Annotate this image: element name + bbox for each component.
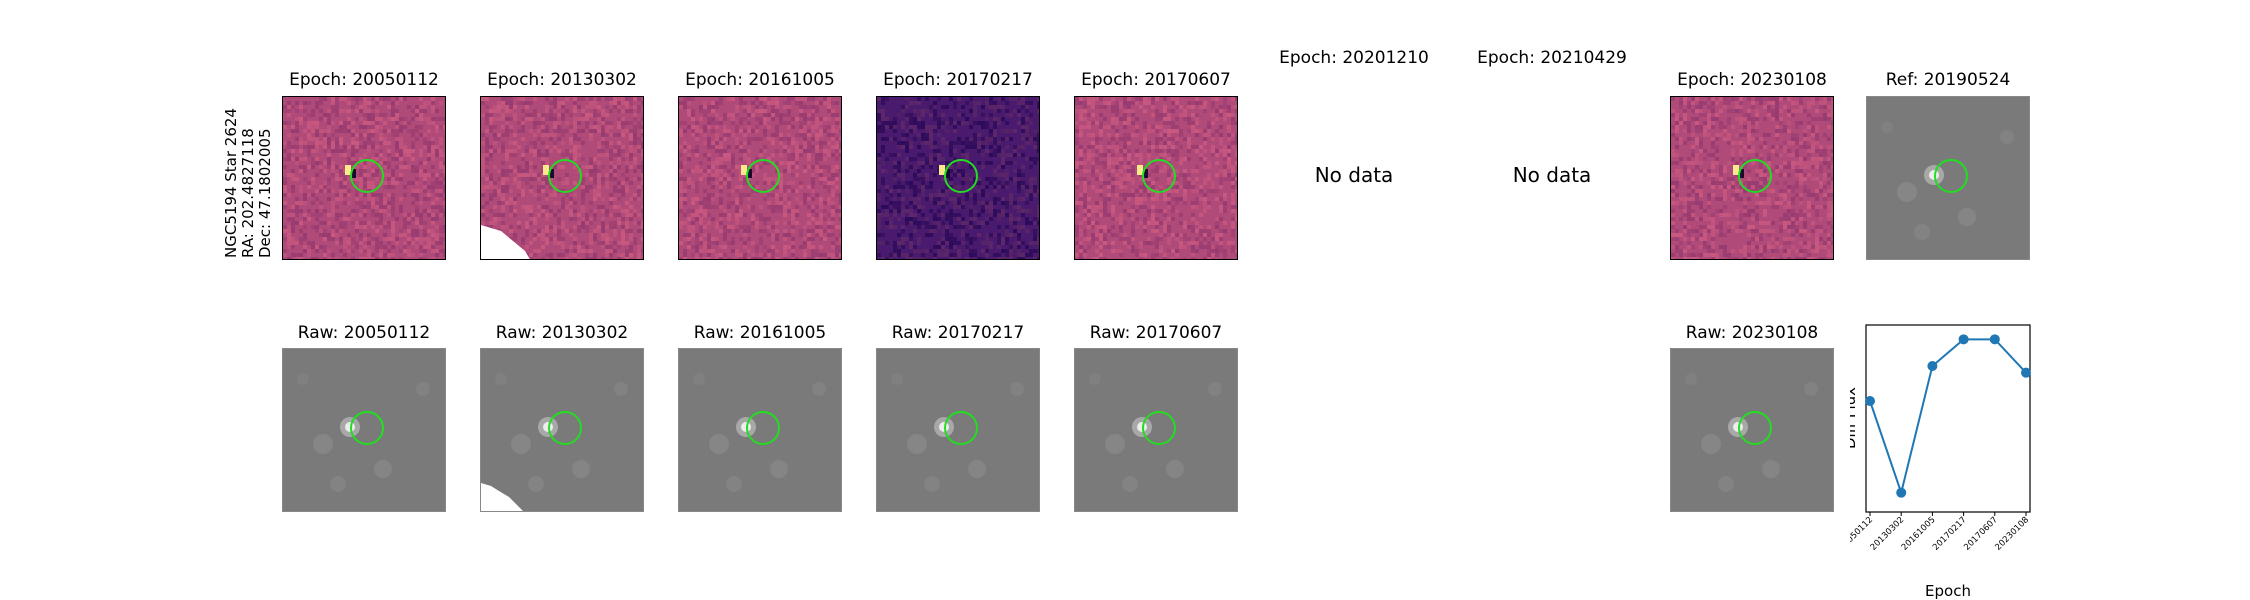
raw-image-1 [282, 348, 446, 512]
top-title-6: Epoch: 20201210 [1279, 48, 1429, 68]
data-point [1927, 361, 1938, 371]
plot-frame [1865, 324, 2031, 513]
raw-title-5: Raw: 20170607 [1089, 323, 1223, 343]
top-title-8: Epoch: 20230108 [1677, 70, 1827, 90]
raw-title-3: Raw: 20161005 [693, 323, 827, 343]
raw-title-4: Raw: 20170217 [891, 323, 1025, 343]
aperture-circle [1738, 411, 1772, 445]
aperture-circle [944, 411, 978, 445]
star-ra: RA: 202.4827118 [239, 128, 257, 258]
aperture-circle [1142, 411, 1176, 445]
aperture-circle [746, 159, 780, 193]
diff-image-8 [1670, 96, 1834, 260]
data-point [1896, 487, 1907, 498]
diff-image-4 [876, 96, 1040, 260]
y-axis-label: Diff Flux [1850, 387, 1859, 449]
aperture-circle [548, 411, 582, 445]
top-title-7: Epoch: 20210429 [1477, 48, 1627, 68]
star-name: NGC5194 Star 2624 [222, 108, 240, 258]
aperture-circle [944, 159, 978, 193]
raw-title-6: Raw: 20230108 [1685, 323, 1819, 343]
top-title-2: Epoch: 20130302 [487, 70, 637, 90]
diff-image-3 [678, 96, 842, 260]
top-title-5: Epoch: 20170607 [1081, 70, 1231, 90]
aperture-circle [746, 411, 780, 445]
raw-image-6 [1670, 348, 1834, 512]
raw-image-3 [678, 348, 842, 512]
no-data-2: No data [1512, 163, 1592, 187]
aperture-circle [548, 159, 582, 193]
light-curve-chart: 2005011220130302201610052017021720170607… [1850, 324, 2031, 600]
star-dec: Dec: 47.1802005 [256, 128, 274, 258]
data-point [1958, 334, 1969, 345]
aperture-circle [350, 411, 384, 445]
diff-image-2 [480, 96, 644, 260]
data-point [2021, 367, 2031, 378]
raw-image-2 [480, 348, 644, 512]
data-point [1989, 334, 2000, 345]
aperture-circle [1934, 159, 1968, 193]
reference-image [1866, 96, 2030, 260]
raw-image-5 [1074, 348, 1238, 512]
raw-title-2: Raw: 20130302 [495, 323, 629, 343]
data-point [1865, 396, 1875, 406]
raw-title-1: Raw: 20050112 [297, 323, 431, 343]
raw-image-4 [876, 348, 1040, 512]
no-data-1: No data [1314, 163, 1394, 187]
aperture-circle [350, 159, 384, 193]
top-title-9: Ref: 20190524 [1885, 70, 2011, 90]
top-title-1: Epoch: 20050112 [289, 70, 439, 90]
top-title-4: Epoch: 20170217 [883, 70, 1033, 90]
x-axis-label: Epoch [1925, 582, 1971, 600]
top-title-3: Epoch: 20161005 [685, 70, 835, 90]
x-tick-label: 20230108 [1993, 515, 2031, 553]
diff-image-1 [282, 96, 446, 260]
diff-image-5 [1074, 96, 1238, 260]
aperture-circle [1738, 159, 1772, 193]
aperture-circle [1142, 159, 1176, 193]
series-line [1869, 338, 2027, 497]
